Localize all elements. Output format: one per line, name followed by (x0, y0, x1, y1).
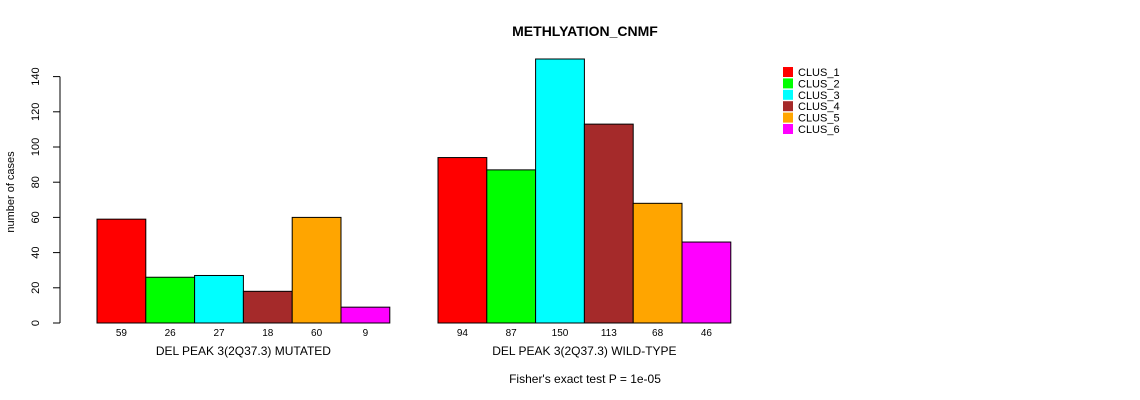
y-tick-label: 120 (30, 103, 42, 121)
y-axis: 0 20 40 60 80 100 120 140 (30, 67, 61, 326)
bar-count-label: 87 (506, 328, 518, 339)
bar-count-label: 46 (701, 328, 713, 339)
bar-clus-2-group-1 (145, 276, 196, 324)
y-tick-label: 20 (30, 282, 42, 294)
legend-label: CLUS_6 (798, 124, 840, 136)
bar-count-label: 150 (552, 328, 569, 339)
y-tick-label: 40 (30, 246, 42, 258)
bar-clus-6-group-1 (340, 306, 391, 324)
group-label: DEL PEAK 3(2Q37.3) MUTATED (156, 344, 331, 358)
legend-label: CLUS_3 (798, 90, 840, 102)
y-tick-label: 100 (30, 138, 42, 156)
bar-clus-3-group-1 (194, 274, 244, 324)
bar-clus-4-group-2 (583, 123, 634, 324)
bar-count-label: 26 (165, 328, 177, 339)
group-labels: DEL PEAK 3(2Q37.3) MUTATED DEL PEAK 3(2Q3… (156, 344, 677, 358)
y-tick-label: 60 (30, 211, 42, 223)
legend-label: CLUS_5 (798, 113, 840, 125)
bar-clus-5-group-1 (291, 216, 342, 324)
count-labels: 59 26 27 18 60 9 94 87 150 113 68 46 (116, 328, 713, 339)
y-tick-label: 0 (30, 320, 42, 326)
bar-count-label: 27 (213, 328, 225, 339)
legend-swatch (783, 89, 793, 100)
bar-clus-2-group-2 (486, 169, 537, 324)
legend-swatch (783, 101, 793, 112)
legend-swatch (783, 78, 793, 89)
y-tick-label: 80 (30, 176, 42, 188)
chart-title: METHLYATION_CNMF (512, 23, 658, 39)
bar-count-label: 18 (262, 328, 274, 339)
bar-clus-6-group-2 (681, 241, 732, 324)
legend-label: CLUS_1 (798, 67, 840, 79)
legend-label: CLUS_4 (798, 101, 840, 113)
bar-count-label: 60 (311, 328, 323, 339)
bar-count-label: 113 (601, 328, 617, 339)
legend-label: CLUS_2 (798, 78, 840, 90)
bar-count-label: 59 (116, 328, 128, 339)
bar-count-label: 9 (363, 328, 369, 339)
y-tick-label: 140 (30, 67, 42, 85)
fisher-test-footnote: Fisher's exact test P = 1e-05 (509, 372, 661, 386)
bar-count-label: 94 (457, 328, 469, 339)
group-label: DEL PEAK 3(2Q37.3) WILD-TYPE (492, 344, 676, 358)
bar-clus-3-group-2 (535, 58, 585, 324)
y-axis-label: number of cases (5, 151, 17, 233)
bar-clus-1-group-1 (96, 218, 147, 324)
bars (96, 58, 732, 324)
legend-swatch (783, 67, 793, 77)
legend-swatch (783, 124, 793, 134)
legend-swatch (783, 112, 793, 123)
bar-clus-1-group-2 (437, 157, 488, 324)
bar-clus-5-group-2 (632, 202, 683, 324)
bar-clus-4-group-1 (242, 290, 293, 324)
bar-count-label: 68 (652, 328, 664, 339)
